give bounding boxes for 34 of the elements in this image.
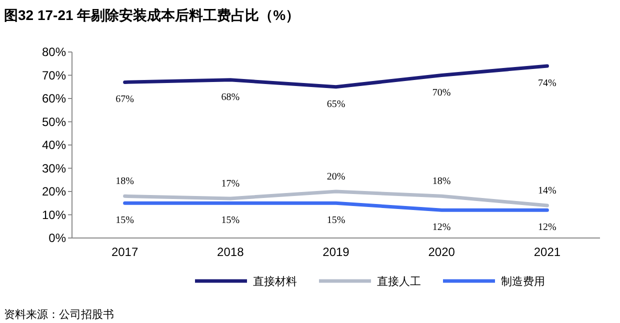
data-label: 67% [116, 94, 134, 106]
data-label: 15% [221, 215, 240, 226]
data-label: 15% [326, 215, 346, 226]
data-label: 20% [326, 172, 346, 182]
data-label: 12% [432, 222, 451, 234]
data-label: 70% [432, 87, 451, 98]
data-label: 15% [116, 215, 134, 226]
x-tick-label: 2021 [534, 245, 561, 259]
data-label: 14% [538, 185, 556, 196]
data-label: 68% [221, 92, 240, 103]
legend-label: 直接材料 [253, 275, 297, 288]
data-label: 12% [538, 222, 556, 234]
y-tick-label: 80% [42, 45, 66, 59]
data-label: 74% [538, 78, 556, 89]
y-tick-label: 10% [42, 208, 66, 222]
y-tick-label: 70% [42, 68, 66, 82]
data-label: 65% [326, 98, 346, 110]
data-label: 17% [221, 178, 240, 190]
chart-title: 图32 17-21 年剔除安装成本后料工费占比（%） [4, 7, 300, 23]
x-tick-label: 2018 [217, 245, 244, 259]
legend-label: 直接人工 [377, 275, 421, 288]
data-label: 18% [432, 176, 451, 188]
y-tick-label: 30% [42, 161, 66, 176]
text: 资料来源：公司招股书 [4, 308, 114, 321]
y-tick-label: 40% [42, 138, 66, 152]
x-tick-label: 2019 [322, 245, 350, 259]
y-tick-label: 0% [48, 231, 66, 245]
x-tick-label: 2017 [111, 245, 138, 259]
y-tick-label: 50% [42, 114, 66, 129]
legend-label: 制造费用 [501, 275, 545, 288]
y-tick-label: 20% [42, 184, 66, 198]
data-label: 18% [116, 176, 134, 188]
y-tick-label: 60% [42, 92, 66, 106]
x-tick-label: 2020 [428, 245, 456, 259]
